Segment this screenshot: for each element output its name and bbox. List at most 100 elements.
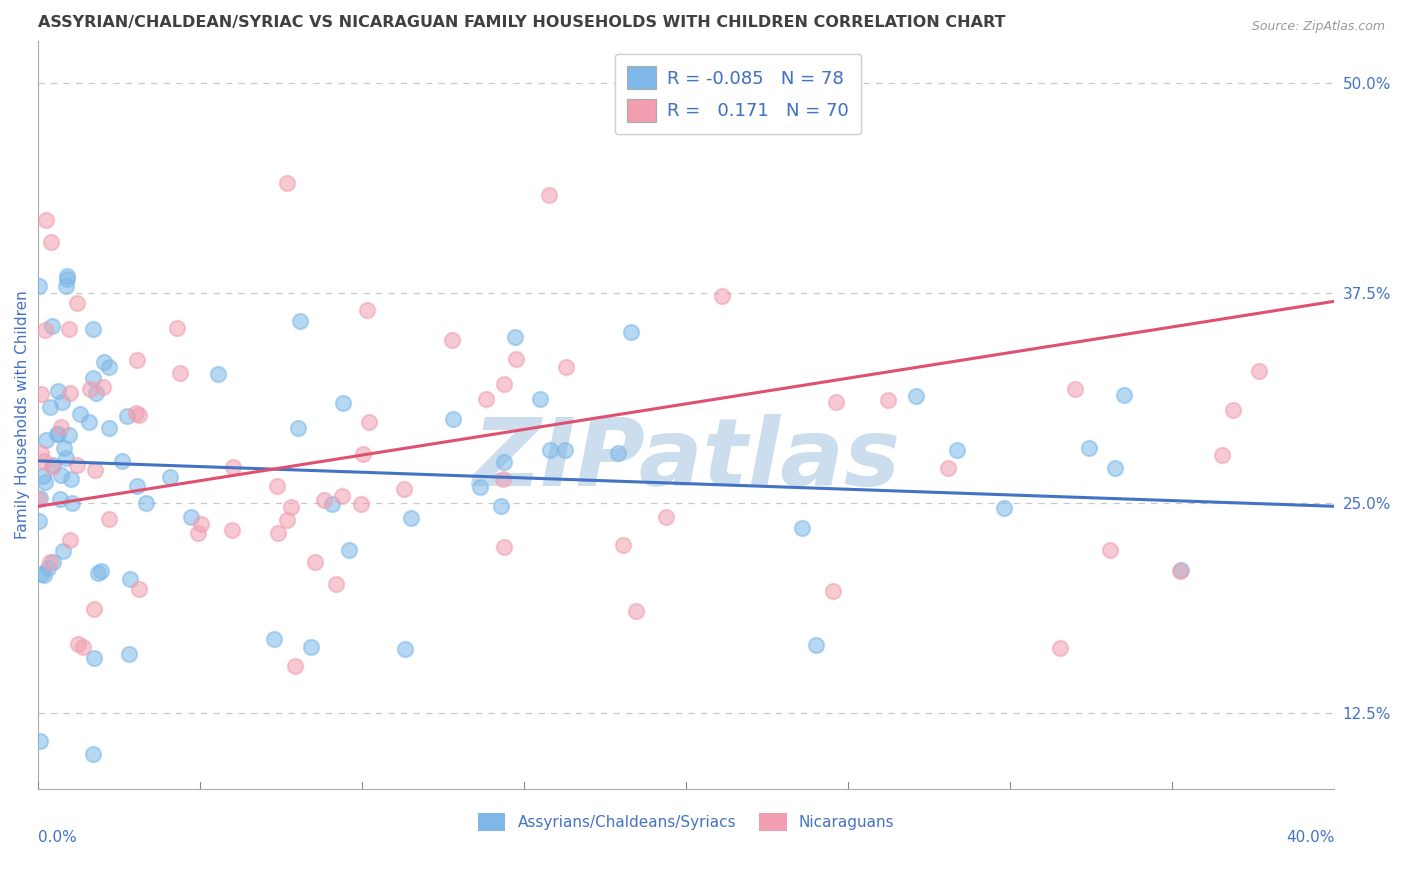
Point — [180, 509, 202, 524]
Point — [475, 392, 498, 407]
Point — [90, 564, 112, 578]
Point — [27, 279, 49, 293]
Point — [82, 370, 104, 384]
Point — [31, 468, 53, 483]
Point — [51, 544, 73, 558]
Point — [538, 442, 561, 457]
Point — [66, 296, 89, 310]
Point — [82, 747, 104, 762]
Point — [263, 632, 285, 646]
Point — [97, 360, 120, 375]
Point — [537, 188, 560, 202]
Point — [66, 458, 89, 472]
Point — [1104, 461, 1126, 475]
Point — [288, 314, 311, 328]
Point — [276, 513, 298, 527]
Point — [325, 577, 347, 591]
Point — [503, 330, 526, 344]
Point — [1247, 364, 1270, 378]
Point — [87, 566, 110, 580]
Text: 40.0%: 40.0% — [1286, 830, 1334, 845]
Point — [118, 572, 141, 586]
Point — [34, 475, 56, 490]
Point — [1168, 564, 1191, 578]
Point — [77, 415, 100, 429]
Point — [79, 382, 101, 396]
Point — [399, 511, 422, 525]
Point — [312, 493, 335, 508]
Point — [1063, 382, 1085, 396]
Point — [993, 501, 1015, 516]
Point — [83, 650, 105, 665]
Point — [1222, 403, 1244, 417]
Point — [1049, 640, 1071, 655]
Point — [32, 454, 55, 468]
Point — [1170, 563, 1192, 577]
Point — [710, 289, 733, 303]
Point — [42, 458, 65, 473]
Point — [332, 396, 354, 410]
Point — [494, 540, 516, 554]
Point — [299, 640, 322, 654]
Point — [35, 433, 58, 447]
Point — [27, 492, 49, 507]
Point — [37, 561, 59, 575]
Point — [49, 420, 72, 434]
Point — [83, 601, 105, 615]
Point — [321, 498, 343, 512]
Legend: R = -0.085   N = 78, R =   0.171   N = 70: R = -0.085 N = 78, R = 0.171 N = 70 — [614, 54, 862, 135]
Point — [491, 499, 513, 513]
Point — [91, 380, 114, 394]
Point — [821, 583, 844, 598]
Point — [115, 409, 138, 423]
Point — [135, 496, 157, 510]
Point — [394, 641, 416, 656]
Point — [56, 271, 79, 285]
Point — [267, 526, 290, 541]
Point — [30, 446, 52, 460]
Point — [93, 355, 115, 369]
Point — [280, 500, 302, 515]
Point — [276, 176, 298, 190]
Point — [30, 491, 52, 506]
Point — [55, 450, 77, 465]
Point — [905, 389, 928, 403]
Point — [60, 495, 83, 509]
Point — [34, 213, 56, 227]
Point — [72, 640, 94, 655]
Point — [111, 453, 134, 467]
Point — [84, 385, 107, 400]
Point — [654, 509, 676, 524]
Point — [394, 482, 416, 496]
Point — [356, 302, 378, 317]
Text: Source: ZipAtlas.com: Source: ZipAtlas.com — [1251, 20, 1385, 33]
Point — [58, 321, 80, 335]
Point — [41, 319, 63, 334]
Point — [41, 460, 63, 475]
Point — [30, 733, 52, 747]
Point — [190, 516, 212, 531]
Point — [59, 472, 82, 486]
Point — [607, 446, 630, 460]
Point — [505, 352, 527, 367]
Point — [118, 648, 141, 662]
Point — [492, 472, 515, 486]
Point — [51, 394, 73, 409]
Point — [554, 359, 576, 374]
Point — [441, 411, 464, 425]
Point — [187, 526, 209, 541]
Point — [41, 235, 63, 249]
Point — [66, 637, 89, 651]
Point — [53, 441, 76, 455]
Point — [825, 394, 848, 409]
Point — [125, 353, 148, 368]
Point — [159, 470, 181, 484]
Point — [337, 542, 360, 557]
Point — [49, 492, 72, 507]
Point — [554, 442, 576, 457]
Point — [492, 377, 515, 392]
Point — [612, 538, 634, 552]
Point — [221, 523, 243, 537]
Point — [1077, 442, 1099, 456]
Text: ASSYRIAN/CHALDEAN/SYRIAC VS NICARAGUAN FAMILY HOUSEHOLDS WITH CHILDREN CORRELATI: ASSYRIAN/CHALDEAN/SYRIAC VS NICARAGUAN F… — [38, 15, 1005, 30]
